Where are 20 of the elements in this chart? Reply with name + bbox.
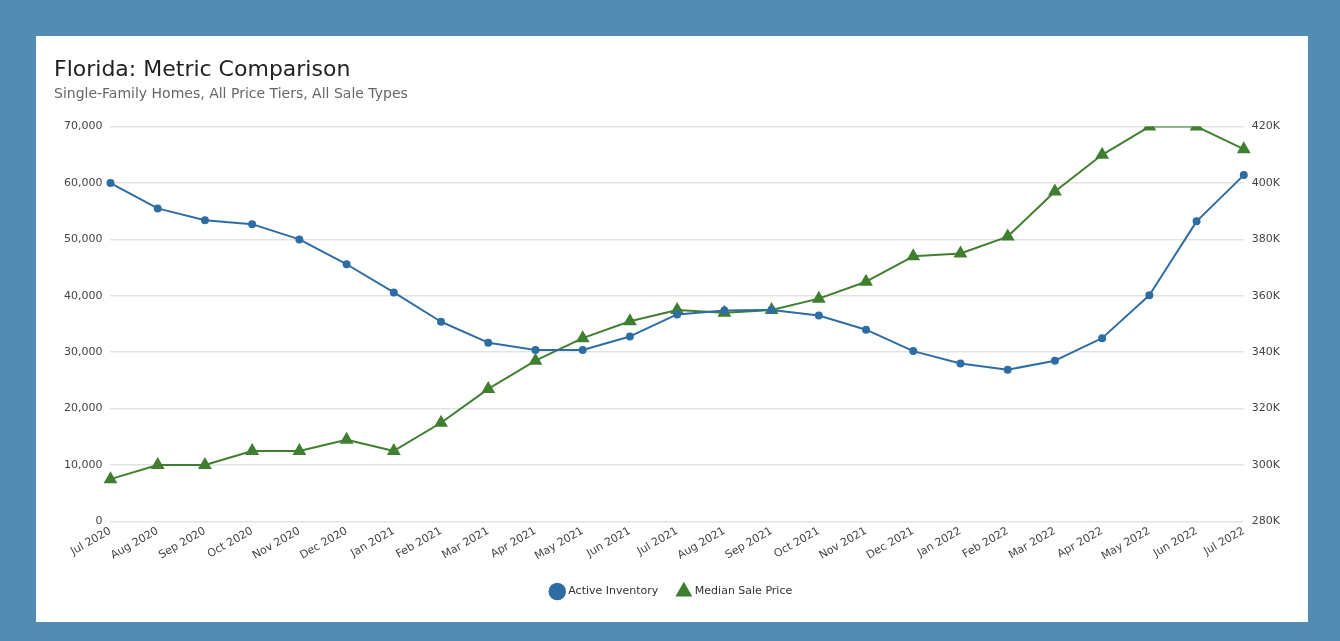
legend-label: Median Sale Price xyxy=(694,584,793,598)
y-tick-label: 30,000 xyxy=(63,345,103,359)
y2-tick-label: 380K xyxy=(1251,232,1281,246)
y-tick-label: 40,000 xyxy=(63,288,103,302)
y2-tick-label: 420K xyxy=(1251,119,1281,133)
y2-tick-label: 340K xyxy=(1251,345,1281,359)
chart-subtitle: Single-Family Homes, All Price Tiers, All Sale Types xyxy=(54,85,408,101)
y-tick-label: 50,000 xyxy=(63,232,103,246)
y-tick-label: 0 xyxy=(95,514,103,528)
y2-tick-label: 320K xyxy=(1251,401,1281,415)
chart-title: Florida: Metric Comparison xyxy=(54,56,351,81)
y2-tick-label: 360K xyxy=(1251,288,1281,302)
legend-label: Active Inventory xyxy=(568,584,659,598)
y2-tick-label: 400K xyxy=(1251,175,1281,189)
y2-tick-label: 280K xyxy=(1251,514,1281,528)
y-tick-label: 60,000 xyxy=(63,175,103,189)
y2-tick-label: 300K xyxy=(1251,457,1281,471)
y-tick-label: 10,000 xyxy=(63,457,103,471)
y-tick-label: 20,000 xyxy=(63,401,103,415)
y-tick-label: 70,000 xyxy=(63,119,103,133)
